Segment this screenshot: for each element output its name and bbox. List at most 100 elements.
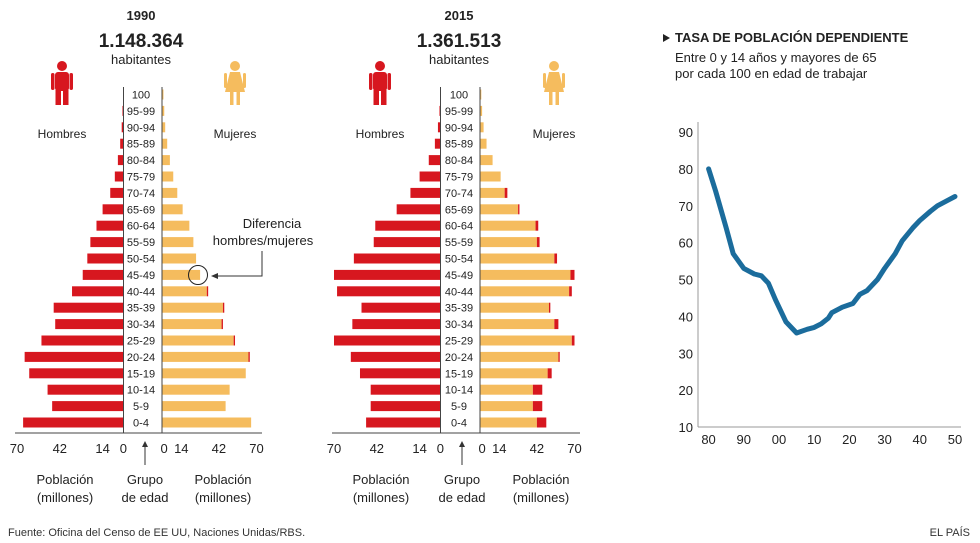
x-tick-label: 70 — [10, 441, 24, 456]
left-axis-label: Población — [352, 472, 409, 487]
difference-bar — [554, 319, 559, 330]
male-bar — [375, 220, 441, 231]
female-bar — [480, 155, 493, 166]
female-bar — [162, 204, 183, 215]
male-bar — [428, 155, 441, 166]
male-bar — [370, 384, 441, 395]
female-bar — [162, 138, 168, 149]
male-bar — [52, 401, 124, 412]
male-icon-leg — [381, 90, 387, 105]
difference-bar — [532, 384, 543, 395]
female-icon-leg — [230, 92, 234, 105]
female-bar — [480, 204, 519, 215]
age-group-label: 55-59 — [445, 237, 473, 249]
difference-bar — [554, 253, 558, 264]
male-bar — [82, 269, 124, 280]
difference-bar — [206, 286, 209, 297]
age-group-label: 85-89 — [445, 139, 473, 151]
age-group-label: 85-89 — [127, 139, 155, 151]
x-tick-label: 14 — [492, 441, 506, 456]
female-bar — [162, 187, 178, 198]
male-icon-torso — [373, 72, 387, 91]
x-tick-label: 42 — [370, 441, 384, 456]
right-axis-label: (millones) — [195, 490, 251, 505]
female-bar — [480, 269, 571, 280]
line-chart-subtitle: por cada 100 en edad de trabajar — [675, 66, 868, 81]
male-bar — [353, 253, 441, 264]
age-group-label: 0-4 — [133, 418, 149, 430]
x-tick-label: 42 — [212, 441, 226, 456]
age-group-label: 90-94 — [445, 122, 473, 134]
female-bar — [162, 171, 174, 182]
difference-bar — [569, 286, 572, 297]
female-bar — [480, 401, 533, 412]
male-bar — [24, 351, 125, 362]
male-bar — [437, 122, 441, 133]
male-bar — [87, 253, 124, 264]
age-group-label: 40-44 — [445, 286, 473, 298]
female-bar — [162, 122, 166, 133]
difference-bar — [248, 351, 250, 362]
pyramid-population-label: habitantes — [111, 52, 171, 67]
age-group-label: 100 — [132, 90, 150, 102]
female-bar — [162, 401, 226, 412]
line-chart-x-tick-label: 00 — [772, 432, 786, 447]
female-bar — [480, 122, 484, 133]
female-icon-leg — [549, 92, 553, 105]
female-icon-leg — [555, 92, 559, 105]
age-group-label: 50-54 — [445, 254, 473, 266]
line-chart-x-tick-label: 30 — [877, 432, 891, 447]
center-axis-label: Grupo — [444, 472, 480, 487]
age-group-label: 0-4 — [451, 418, 467, 430]
male-bar — [410, 187, 441, 198]
line-chart-y-tick-label: 10 — [679, 420, 693, 435]
female-bar — [480, 351, 559, 362]
female-icon-arm — [562, 73, 565, 88]
age-group-label: 5-9 — [133, 401, 149, 413]
male-bar — [120, 138, 124, 149]
female-bar — [162, 253, 197, 264]
age-group-label: 60-64 — [127, 221, 155, 233]
age-group-label: 10-14 — [127, 385, 155, 397]
x-tick-label: 70 — [249, 441, 263, 456]
difference-bar — [570, 269, 575, 280]
male-bar — [352, 319, 441, 330]
age-group-label: 95-99 — [445, 106, 473, 118]
male-bar — [47, 384, 125, 395]
male-bar — [334, 335, 441, 346]
male-bar — [337, 286, 441, 297]
female-bar — [162, 384, 230, 395]
source-note: Fuente: Oficina del Censo de EE UU, Naci… — [8, 527, 305, 539]
difference-bar — [536, 237, 540, 248]
difference-bar — [221, 319, 223, 330]
male-icon-head — [57, 61, 67, 71]
age-group-label: 40-44 — [127, 286, 155, 298]
male-legend-label: Hombres — [356, 127, 405, 141]
female-icon-arm — [543, 73, 546, 88]
difference-bar — [548, 302, 551, 313]
x-tick-label: 0 — [161, 441, 168, 456]
line-chart-y-tick-label: 30 — [679, 346, 693, 361]
male-bar — [419, 171, 441, 182]
pyramid-year-title: 2015 — [445, 8, 474, 23]
female-bar — [480, 171, 501, 182]
female-bar — [480, 302, 549, 313]
line-chart-y-tick-label: 70 — [679, 199, 693, 214]
male-icon-torso — [55, 72, 69, 91]
age-group-label: 10-14 — [445, 385, 473, 397]
line-chart-y-tick-label: 50 — [679, 273, 693, 288]
male-bar — [117, 155, 124, 166]
age-group-label: 80-84 — [445, 155, 473, 167]
age-group-label: 35-39 — [445, 303, 473, 315]
female-person-icon — [224, 61, 246, 105]
male-bar — [110, 187, 124, 198]
female-bar — [162, 417, 252, 428]
age-group-label: 70-74 — [445, 188, 473, 200]
left-axis-label: (millones) — [353, 490, 409, 505]
male-icon-head — [375, 61, 385, 71]
male-icon-leg — [373, 90, 379, 105]
female-bar — [162, 220, 190, 231]
x-tick-label: 0 — [437, 441, 444, 456]
difference-bar — [547, 368, 552, 379]
